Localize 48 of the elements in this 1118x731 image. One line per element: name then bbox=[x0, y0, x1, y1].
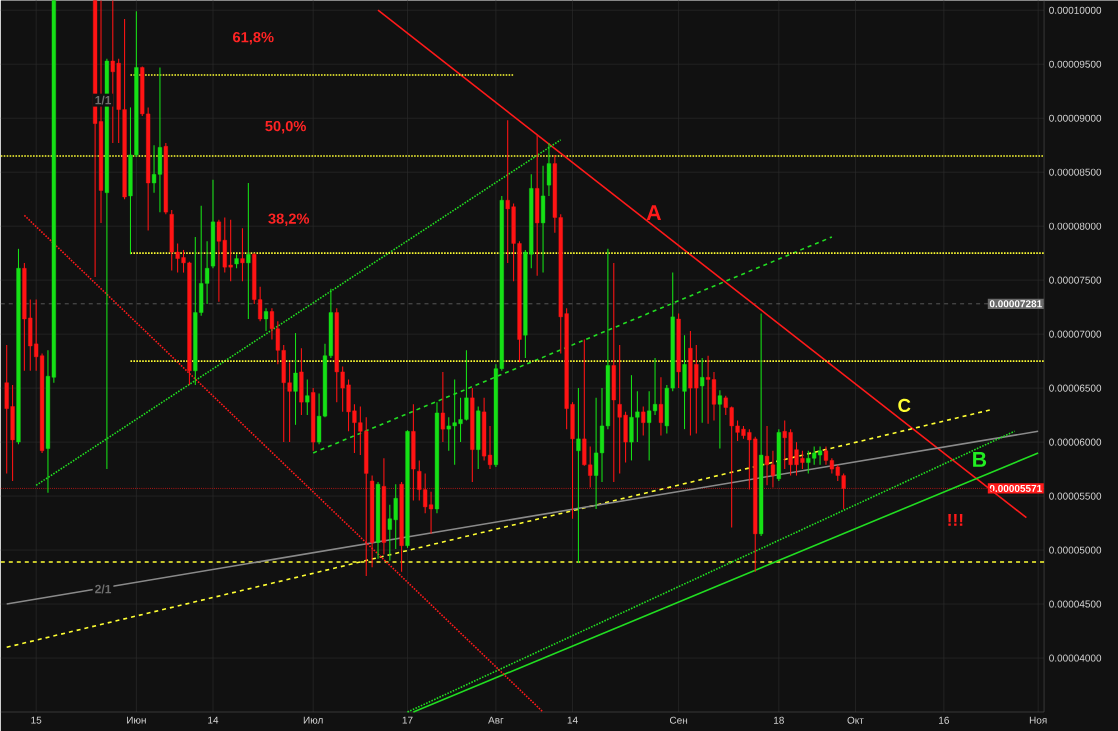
candlestick bbox=[717, 389, 722, 450]
annotation: 50,0% bbox=[265, 120, 306, 134]
candlestick bbox=[293, 332, 298, 426]
y-tick-label: 0.00007500 bbox=[1049, 276, 1102, 284]
candlestick bbox=[641, 405, 646, 437]
y-tick-label: 0.00008500 bbox=[1049, 168, 1102, 176]
x-tick-label: 14 bbox=[567, 716, 578, 724]
candlestick bbox=[440, 371, 445, 443]
x-tick-label: 16 bbox=[939, 716, 949, 724]
ref-line-label: 0.00007281 bbox=[989, 300, 1042, 308]
x-tick-label: 18 bbox=[774, 716, 784, 724]
annotation: A bbox=[646, 205, 662, 220]
candlestick bbox=[240, 227, 245, 282]
y-tick-label: 0.00010000 bbox=[1049, 6, 1102, 14]
y-tick-label: 0.00006500 bbox=[1049, 384, 1102, 392]
annotation: C bbox=[898, 398, 911, 412]
x-tick-label: Июн bbox=[127, 716, 146, 724]
x-tick-label: Сен bbox=[669, 716, 688, 724]
x-tick-label: Ноя bbox=[1029, 716, 1047, 724]
y-tick-label: 0.00007000 bbox=[1049, 330, 1102, 338]
candlestick bbox=[546, 142, 552, 197]
y-tick-label: 0.00008000 bbox=[1049, 222, 1102, 230]
y-tick-label: 0.00009000 bbox=[1049, 114, 1102, 122]
y-tick-label: 0.00005000 bbox=[1049, 546, 1102, 554]
candlestick bbox=[700, 357, 705, 424]
x-tick-label: Авг bbox=[488, 716, 504, 724]
candlestick bbox=[305, 378, 310, 416]
y-tick-label: 0.00009500 bbox=[1049, 60, 1102, 68]
y-tick-label: 0.00004500 bbox=[1049, 600, 1102, 608]
x-tick-label: Июл bbox=[303, 716, 323, 724]
y-tick-label: 0.00006000 bbox=[1049, 438, 1102, 446]
annotation: 2/1 bbox=[95, 584, 112, 594]
ref-line-label: 0.00005571 bbox=[989, 484, 1042, 492]
x-tick-label: 14 bbox=[208, 716, 219, 724]
x-tick-label: 15 bbox=[31, 716, 42, 724]
candlestick bbox=[263, 307, 269, 332]
annotation: !!! bbox=[948, 513, 963, 526]
candlestick bbox=[658, 376, 664, 437]
annotation: B bbox=[973, 452, 987, 467]
y-tick-label: 0.00005500 bbox=[1049, 492, 1102, 500]
annotation: 38,2% bbox=[268, 213, 310, 226]
annotation: 61,8% bbox=[233, 31, 274, 45]
candlestick bbox=[246, 182, 251, 320]
y-tick-label: 0.00004000 bbox=[1049, 654, 1102, 662]
annotation: 1/1 bbox=[95, 95, 112, 105]
x-tick-label: 17 bbox=[402, 716, 413, 724]
x-tick-label: Окт bbox=[847, 716, 864, 724]
candlestick bbox=[576, 387, 581, 564]
